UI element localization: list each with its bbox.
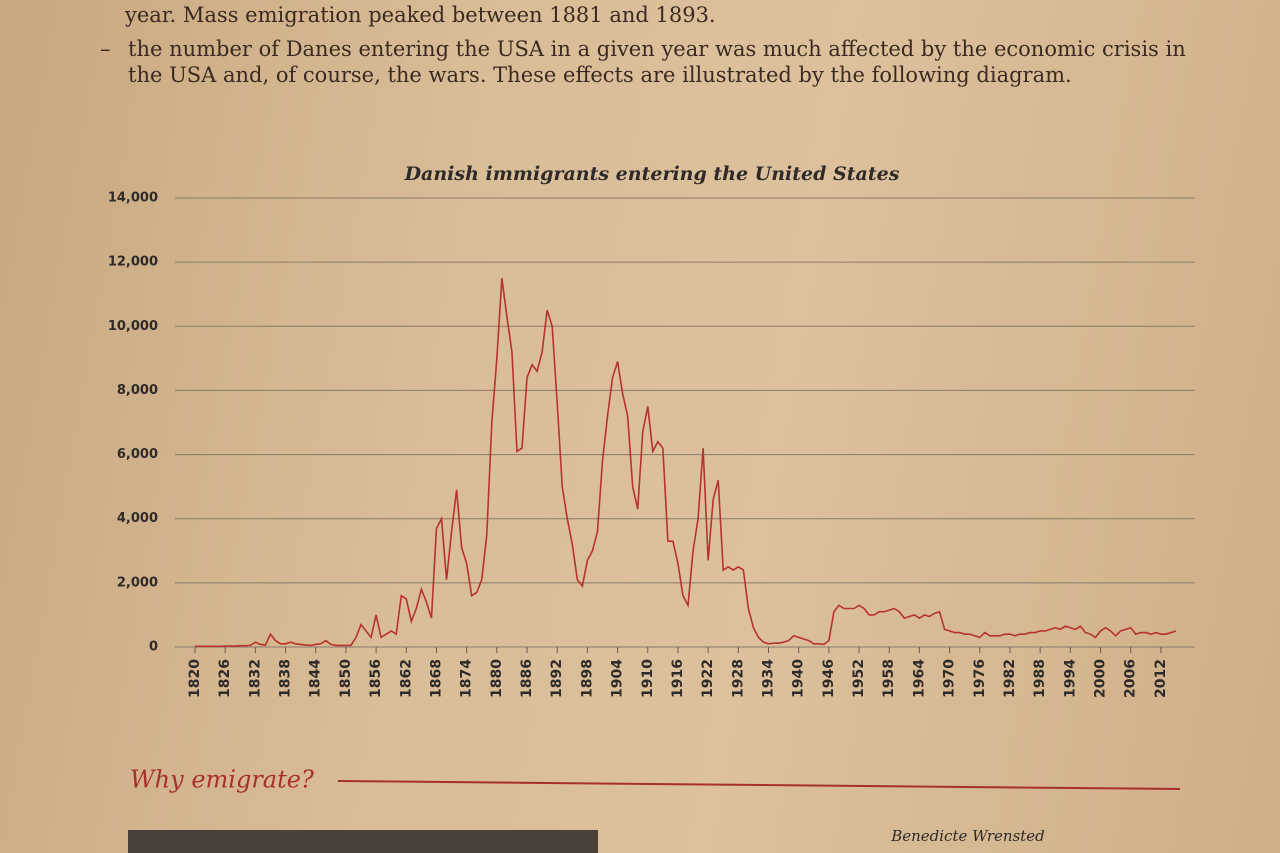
y-tick-label: 4,000 <box>117 511 158 526</box>
x-tick-label: 1910 <box>640 659 656 698</box>
x-tick-label: 1844 <box>308 659 324 698</box>
x-tick-label: 1820 <box>187 659 203 698</box>
y-tick-label: 6,000 <box>117 447 158 462</box>
x-tick-label: 1874 <box>459 659 475 698</box>
x-tick-label: 1832 <box>247 659 263 698</box>
x-tick-label: 2012 <box>1153 659 1169 698</box>
data-line <box>195 278 1177 648</box>
section-heading: Why emigrate? <box>130 766 314 794</box>
y-tick-label: 0 <box>149 640 158 655</box>
y-tick-label: 12,000 <box>108 255 158 270</box>
x-tick-label: 1898 <box>579 659 595 698</box>
x-tick-label: 1856 <box>368 659 384 698</box>
y-tick-label: 10,000 <box>108 319 158 334</box>
x-tick-label: 1928 <box>730 659 746 698</box>
x-tick-label: 1970 <box>942 659 958 698</box>
bullet-text: the number of Danes entering the USA in … <box>128 37 1186 87</box>
x-tick-label: 1988 <box>1032 659 1048 698</box>
y-tick-label: 8,000 <box>117 383 158 398</box>
x-tick-label: 1850 <box>338 659 354 698</box>
x-tick-label: 1982 <box>1002 659 1018 698</box>
chart-title: Danish immigrants entering the United St… <box>404 163 900 185</box>
x-tick-label: 1946 <box>821 659 837 698</box>
x-tick-label: 1886 <box>519 659 535 698</box>
x-tick-label: 1940 <box>791 659 807 698</box>
x-tick-label: 1994 <box>1062 659 1078 698</box>
x-tick-label: 2000 <box>1093 659 1109 698</box>
x-tick-label: 1880 <box>489 659 505 698</box>
x-tick-label: 1892 <box>549 659 565 698</box>
x-tick-label: 2006 <box>1123 659 1139 698</box>
caption: Benedicte Wrensted <box>890 827 1045 845</box>
x-tick-label: 1934 <box>761 659 777 698</box>
x-tick-label: 1826 <box>217 659 233 698</box>
body-text: year. Mass emigration peaked between 188… <box>125 3 716 27</box>
y-tick-label: 14,000 <box>108 191 158 206</box>
x-tick-label: 1916 <box>670 659 686 698</box>
x-tick-label: 1862 <box>398 659 414 698</box>
x-tick-label: 1868 <box>428 659 444 698</box>
photo <box>128 830 598 853</box>
y-tick-label: 2,000 <box>117 575 158 590</box>
x-tick-label: 1904 <box>610 659 626 698</box>
x-tick-label: 1838 <box>278 659 294 698</box>
heading-rule <box>337 780 1181 790</box>
x-tick-label: 1976 <box>972 659 988 698</box>
x-tick-label: 1964 <box>911 659 927 698</box>
bullet-marker: – <box>100 37 111 61</box>
x-tick-label: 1952 <box>851 659 867 698</box>
x-tick-label: 1958 <box>881 659 897 698</box>
x-tick-label: 1922 <box>700 659 716 698</box>
